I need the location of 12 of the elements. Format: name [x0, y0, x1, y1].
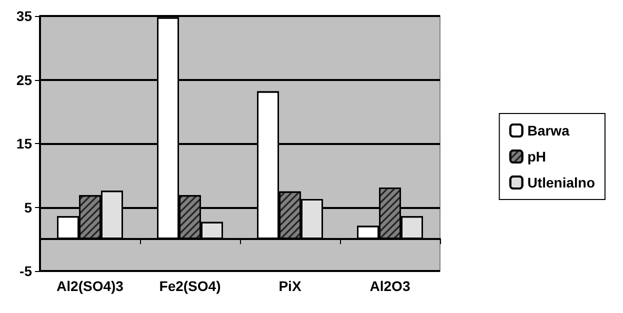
x-tick-label: Al2O3: [370, 278, 410, 294]
y-tick-label: 25: [16, 72, 32, 88]
y-tick-label: -5: [20, 263, 32, 279]
y-tick-label: 15: [16, 136, 32, 152]
legend-label: Barwa: [527, 122, 570, 138]
y-tick-label: 35: [16, 8, 32, 24]
y-tick-label: 5: [24, 199, 32, 216]
x-tick-label: Al2(SO4)3: [56, 278, 124, 294]
x-tick-label: Fe2(SO4): [159, 278, 221, 294]
legend-label: pH: [527, 148, 546, 164]
x-tick-label: PiX: [278, 278, 302, 294]
legend-label: Utlenialno: [527, 174, 596, 190]
